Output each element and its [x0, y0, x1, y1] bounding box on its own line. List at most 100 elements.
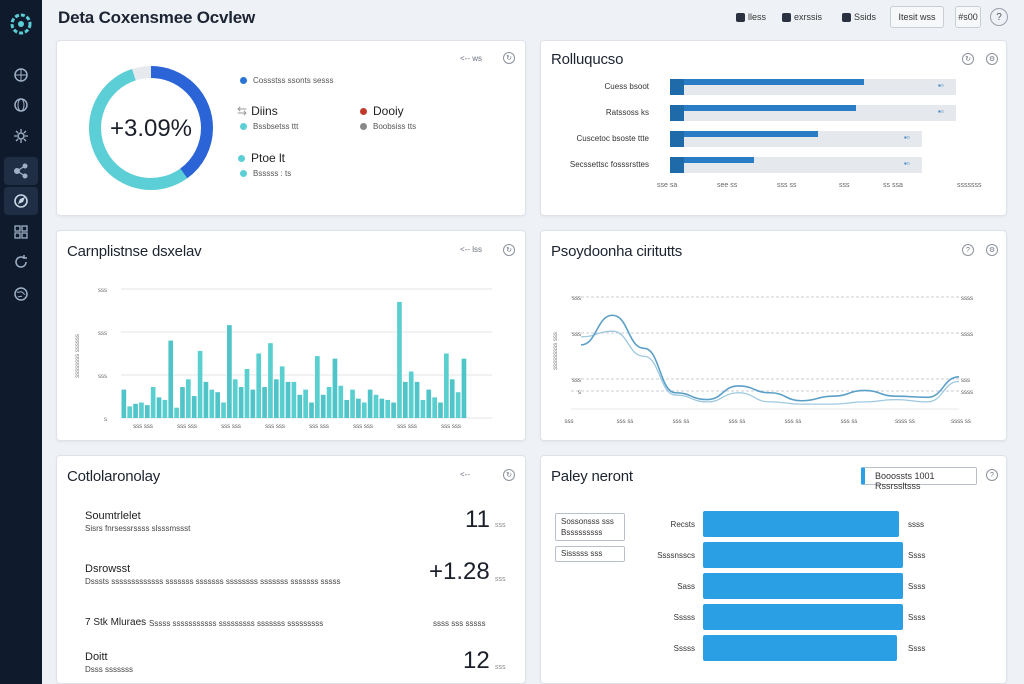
sidebar-item-share-icon[interactable]: [4, 157, 38, 185]
policy-legend1[interactable]: Sossonsss sss Bsssssssss: [555, 513, 625, 541]
cohort-row4-unit: sss: [495, 664, 506, 671]
rollups-card: Rolluqucso ↻ ⚙ Cuess bsoot ▪▫ Ratssoss ks ▪…: [540, 40, 1007, 216]
cohort-row4-sub: Dsss sssssss: [85, 665, 133, 674]
cohort-row2-unit: sss: [495, 576, 506, 583]
bar-mark: [174, 407, 179, 418]
line-y-tick-left: sss: [572, 378, 581, 384]
line-x-tick: sss ss: [841, 419, 858, 425]
psychometrics-settings-icon[interactable]: ⚙: [986, 244, 998, 256]
exrssis-icon: [782, 12, 791, 22]
legend-item1-sub-row: Bssbsetss ttt: [240, 122, 298, 131]
bar-mark: [215, 392, 220, 418]
bar-mark: [379, 398, 385, 418]
bar-mark: [127, 406, 133, 418]
policy-bar: [703, 542, 903, 568]
policy-settings-icon[interactable]: ?: [986, 469, 998, 481]
complishes-card: Carnplistnse dsxelav <-- lss ↻ sss sss sss…: [56, 230, 526, 441]
cohort-row3-unit: ssss sss sssss: [433, 619, 486, 628]
bar-mark: [139, 402, 144, 418]
policy-legend2[interactable]: Sisssss sss: [555, 546, 625, 562]
line-x-tick: ssss ss: [951, 419, 971, 425]
legend-item1-sub: Bssbsetss ttt: [253, 122, 299, 131]
rollup-bar-fill: [670, 131, 818, 137]
page-title: Deta Coxensmee Ocvlew: [58, 8, 256, 27]
bar-mark: [326, 387, 332, 418]
sidebar: [0, 0, 42, 684]
lless-label: lless: [748, 12, 767, 22]
donut-settings-icon[interactable]: ↻: [503, 52, 515, 64]
policy-row-label: Sssss: [673, 644, 695, 653]
cohorts-tool-link[interactable]: <--: [460, 470, 470, 479]
bar-mark: [332, 358, 338, 418]
bar-mark: [420, 399, 426, 418]
rollup-bar-icon: ▪▫: [904, 133, 910, 142]
bar-mark: [297, 394, 303, 418]
logo[interactable]: [9, 12, 33, 36]
bar-mark: [373, 394, 379, 418]
bar-mark: [414, 381, 420, 418]
itesit-button[interactable]: Itesit wss: [890, 6, 944, 28]
line-y-tick-right: sss: [961, 378, 970, 384]
bar-mark: [150, 387, 156, 418]
sidebar-item-explore-icon[interactable]: [4, 187, 38, 215]
bar-x-tick: sss sss: [353, 424, 373, 430]
legend-item1: ⇆ Diins: [237, 104, 278, 118]
legend-item3-sub-row: Bsssss : ts: [240, 169, 291, 178]
bar-y-tick: s: [104, 417, 107, 423]
donut-tool-link[interactable]: <-- ws: [460, 54, 482, 63]
bar-mark: [303, 389, 308, 418]
bar-mark: [356, 398, 361, 418]
bar-x-tick: sss sss: [309, 424, 329, 430]
bar-mark: [221, 402, 226, 418]
legend-item2: Dooiy: [360, 104, 404, 118]
sidebar-item-refresh-icon[interactable]: [12, 253, 30, 271]
line-y-label: sssssssss sss: [553, 332, 559, 370]
legend-item1-label: Diins: [251, 104, 278, 118]
sidebar-item-grid-icon[interactable]: [12, 223, 30, 241]
bar-mark: [350, 389, 355, 418]
cohort-row1-value: 11: [465, 506, 490, 533]
rollup-bar-icon: ▪▫: [938, 107, 944, 116]
s00-button[interactable]: #s00: [955, 6, 981, 28]
bar-mark: [444, 353, 449, 418]
line-x-tick: sss: [565, 419, 574, 425]
bar-mark: [197, 350, 203, 418]
psychometrics-help-icon[interactable]: ?: [962, 244, 974, 256]
policy-badge[interactable]: Booossts 1001 Rssrssltsss: [861, 467, 977, 491]
bar-mark: [315, 356, 320, 418]
cohorts-settings-icon[interactable]: ↻: [503, 469, 515, 481]
bar-y-tick: sss: [98, 374, 107, 380]
sidebar-item-settings-icon[interactable]: [12, 127, 30, 145]
exrssis-button[interactable]: exrssis: [782, 8, 822, 26]
rollup-bar-stub: [670, 157, 684, 173]
lless-button[interactable]: lless: [736, 8, 766, 26]
bar-x-tick: sss sss: [265, 424, 285, 430]
complishes-settings-icon[interactable]: ↻: [503, 244, 515, 256]
donut-card: +3.09% <-- ws ↻ Cossstss ssonts sesss ⇆ D…: [56, 40, 526, 216]
bar-mark: [397, 301, 402, 418]
bar-mark: [156, 397, 162, 418]
help-icon[interactable]: ?: [990, 8, 1008, 26]
teal-dot-icon: [238, 155, 245, 163]
teal-dot-icon: [240, 123, 247, 131]
ssids-button[interactable]: Ssids: [842, 8, 876, 26]
bar-mark: [438, 402, 443, 418]
complishes-tool-link[interactable]: <-- lss: [460, 245, 482, 254]
bar-mark: [121, 389, 127, 418]
bar-mark: [408, 371, 414, 418]
rollup-bar-fill: [670, 157, 754, 163]
rollups-settings-icon[interactable]: ⚙: [986, 53, 998, 65]
bar-y-tick: sss: [98, 288, 107, 294]
bar-mark: [338, 385, 344, 418]
bar-mark: [250, 389, 256, 418]
rollups-title: Rolluqucso: [551, 51, 624, 68]
rollups-refresh-icon[interactable]: ↻: [962, 53, 974, 65]
bar-mark: [232, 379, 238, 418]
rollup-row-label: Cuscetoc bsoste ttte: [576, 134, 649, 143]
cohort-row1-label: Soumtrlelet: [85, 510, 141, 522]
sidebar-item-overview-icon[interactable]: [12, 66, 30, 84]
legend-item3-label: Ptoe lt: [251, 151, 286, 165]
sidebar-item-world-icon[interactable]: [12, 285, 30, 303]
bar-y-label: ssssssss ssssss: [75, 334, 81, 378]
sidebar-item-globe-icon[interactable]: [12, 96, 30, 114]
